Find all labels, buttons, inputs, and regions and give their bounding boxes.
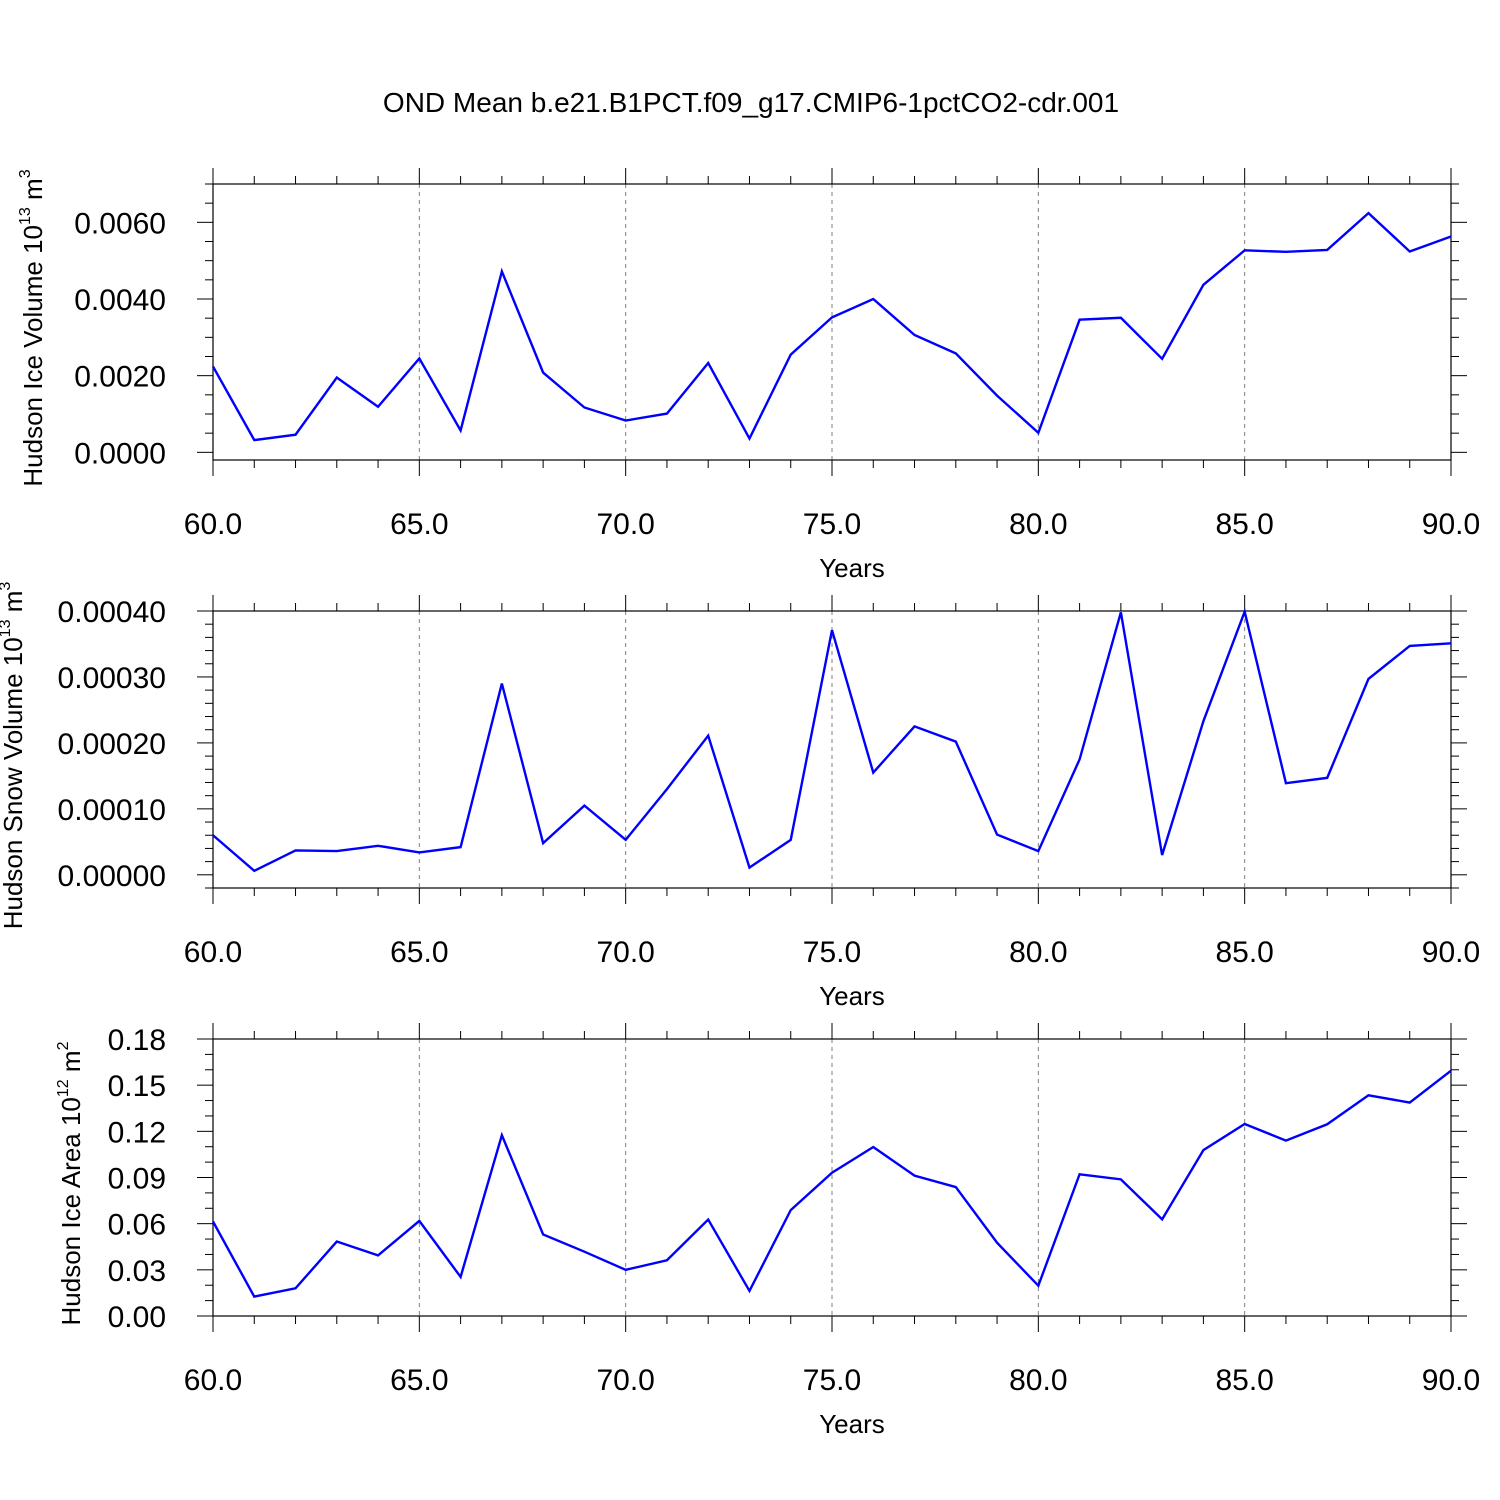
x-tick-label: 70.0 <box>596 936 654 969</box>
panels: 60.0 65.0 70.0 75.0 80.0 85.0 90.00.00000.0020… <box>0 168 1480 1439</box>
x-tick-label: 65.0 <box>390 936 448 969</box>
series-line-1 <box>212 607 1452 873</box>
x-tick-label: 85.0 <box>1215 936 1273 969</box>
y-axis-title-superscript: 13 <box>17 207 34 225</box>
y-axis-title-part: Hudson Ice Volume 10 <box>18 225 48 487</box>
y-tick-label: 0.15 <box>108 1070 166 1103</box>
x-axis-title: Years <box>819 1409 885 1439</box>
y-tick-label: 0.18 <box>108 1024 166 1057</box>
x-tick-label: 80.0 <box>1009 936 1067 969</box>
x-tick-label: 70.0 <box>596 508 654 541</box>
y-tick-label: 0.00010 <box>58 794 166 827</box>
x-tick-label: 80.0 <box>1009 508 1067 541</box>
y-axis-title-superscript: 13 <box>0 619 14 637</box>
y-axis-title-part: m <box>18 178 48 207</box>
y-tick-label: 0.03 <box>108 1255 166 1288</box>
y-axis-title-part: Hudson Snow Volume 10 <box>0 637 28 929</box>
y-tick-label: 0.09 <box>108 1163 166 1196</box>
y-tick-label: 0.0040 <box>74 284 166 317</box>
y-tick-label: 0.00030 <box>58 662 166 695</box>
y-tick-label: 0.00020 <box>58 728 166 761</box>
x-tick-label: 80.0 <box>1009 1364 1067 1397</box>
y-axis-title-superscript: 3 <box>17 169 34 178</box>
chart-title: OND Mean b.e21.B1PCT.f09_g17.CMIP6-1pctC… <box>383 87 1119 118</box>
x-tick-label: 60.0 <box>184 1364 242 1397</box>
y-axis-title: Hudson Snow Volume 1013 m3 <box>0 582 28 930</box>
y-axis-title: Hudson Ice Volume 1013 m3 <box>17 169 48 486</box>
y-axis-title-part: Hudson Ice Area 10 <box>56 1097 86 1325</box>
x-tick-label: 75.0 <box>803 1364 861 1397</box>
x-tick-label: 75.0 <box>803 508 861 541</box>
y-axis-title-part: m <box>0 591 28 620</box>
y-tick-label: 0.0000 <box>74 437 166 470</box>
x-tick-label: 90.0 <box>1422 936 1480 969</box>
y-axis-title-superscript: 2 <box>55 1041 72 1050</box>
panel-3: 60.0 65.0 70.0 75.0 80.0 85.0 90.0 0.00 0.03 0.06… <box>55 1023 1480 1439</box>
y-tick-label: 0.00000 <box>58 860 166 893</box>
y-tick-label: 0.0060 <box>74 207 166 240</box>
y-tick-label: 0.0020 <box>74 361 166 394</box>
y-tick-label: 0.06 <box>108 1209 166 1242</box>
x-tick-label: 60.0 <box>184 508 242 541</box>
y-axis-title-part: m <box>56 1050 86 1079</box>
y-axis-title: Hudson Ice Area 1012 m2 <box>55 1041 86 1325</box>
x-tick-label: 65.0 <box>390 1364 448 1397</box>
y-axis-title-superscript: 12 <box>55 1079 72 1097</box>
y-tick-label: 0.12 <box>108 1116 166 1149</box>
x-tick-label: 75.0 <box>803 936 861 969</box>
panel-1: 60.0 65.0 70.0 75.0 80.0 85.0 90.0 0.0000 0.0020… <box>17 168 1480 583</box>
x-tick-label: 85.0 <box>1215 1364 1273 1397</box>
x-tick-label: 90.0 <box>1422 508 1480 541</box>
x-tick-label: 85.0 <box>1215 508 1273 541</box>
x-tick-label: 70.0 <box>596 1364 654 1397</box>
x-axis-title: Years <box>819 553 885 583</box>
x-tick-label: 65.0 <box>390 508 448 541</box>
panel-2: 60.0 65.0 70.0 75.0 80.0 85.0 90.0 0.00000 0.000… <box>0 582 1480 1011</box>
x-axis-title: Years <box>819 981 885 1011</box>
y-tick-label: 0.00040 <box>58 596 166 629</box>
x-tick-label: 90.0 <box>1422 1364 1480 1397</box>
y-tick-label: 0.00 <box>108 1301 166 1334</box>
series-line-1 <box>211 211 1452 442</box>
x-tick-label: 60.0 <box>184 936 242 969</box>
series-line-1 <box>211 1069 1452 1298</box>
y-axis-title-superscript: 3 <box>0 582 14 591</box>
